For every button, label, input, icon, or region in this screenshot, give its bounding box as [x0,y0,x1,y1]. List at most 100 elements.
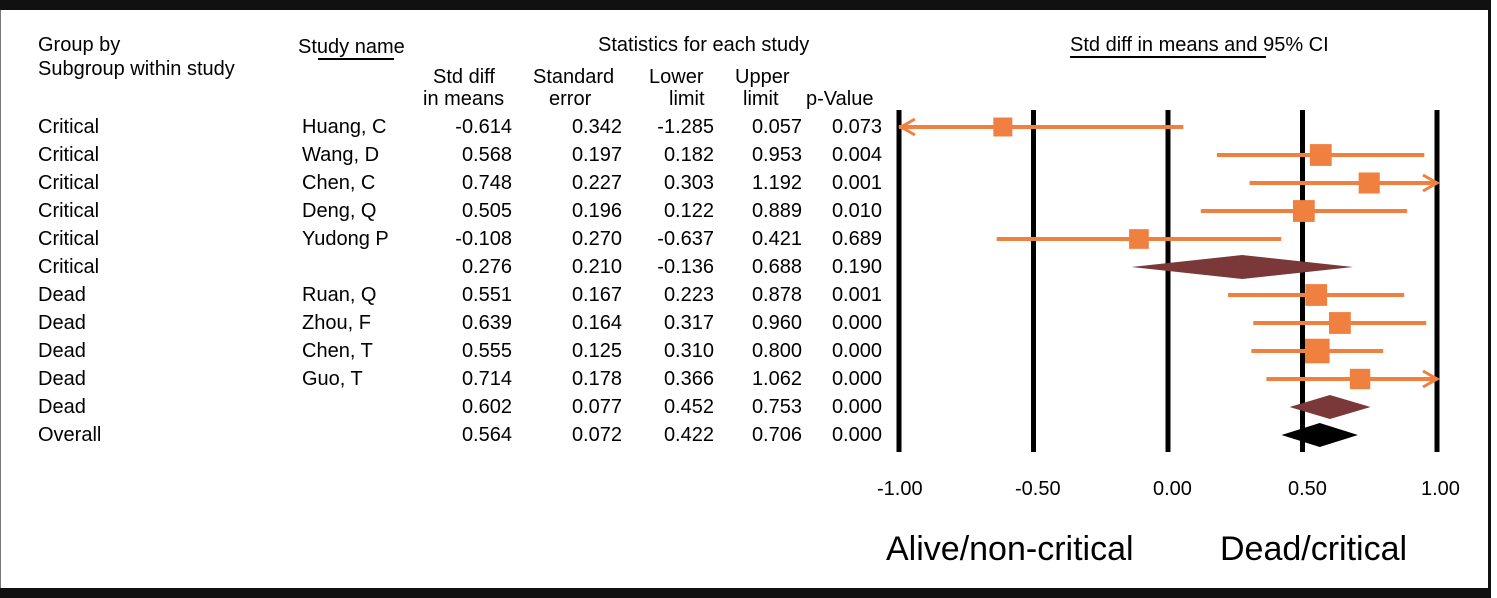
point-estimate-marker [1309,144,1332,166]
row-std-diff: 0.639 [461,312,512,334]
row-group: Critical [38,172,100,194]
row-se: 0.125 [571,340,622,362]
favours-left-label: Alive/non-critical [886,530,1134,568]
row-study: Guo, T [302,368,363,390]
row-std-diff: 0.505 [461,200,512,222]
row-upper: 0.878 [751,284,802,306]
row-upper: 0.421 [751,228,802,250]
col-lower-line1: Lower [649,66,704,88]
row-study: Chen, T [302,340,373,362]
row-upper: 0.057 [751,116,802,138]
ci-arrow-right [1422,173,1441,193]
x-tick-label: 1.00 [1421,478,1460,500]
row-se: 0.210 [571,256,622,278]
row-std-diff: 0.714 [461,368,512,390]
row-group: Dead [38,312,86,334]
row-lower: 0.303 [663,172,714,194]
row-std-diff: 0.568 [461,144,512,166]
row-upper: 0.800 [751,340,802,362]
top-border [0,0,1490,10]
row-group: Critical [38,200,100,222]
row-se: 0.197 [571,144,622,166]
header-statistics: Statistics for each study [598,34,810,56]
point-estimate-marker [1349,368,1371,390]
row-upper: 0.706 [751,424,802,446]
point-estimate-marker [1358,172,1380,194]
row-study: Huang, C [302,116,387,138]
col-se-line2: error [549,88,592,110]
row-p-value: 0.073 [831,116,882,138]
row-group: Critical [38,116,100,138]
row-group: Dead [38,396,86,418]
row-se: 0.342 [571,116,622,138]
row-study: Deng, Q [302,200,377,222]
row-std-diff: 0.602 [461,396,512,418]
favours-right-label: Dead/critical [1220,530,1408,568]
row-std-diff: 0.276 [461,256,512,278]
row-group: Overall [38,424,102,446]
row-p-value: 0.689 [831,228,882,250]
col-p-value: p-Value [806,88,874,110]
row-group: Dead [38,284,86,306]
row-study: Zhou, F [302,312,371,334]
row-se: 0.196 [571,200,622,222]
row-lower: 0.310 [663,340,714,362]
row-se: 0.164 [571,312,622,334]
left-border [0,10,1,590]
row-se: 0.178 [571,368,622,390]
row-upper: 0.753 [751,396,802,418]
row-upper: 1.062 [751,368,802,390]
row-std-diff: -0.108 [455,228,512,250]
ci-arrow-left [897,117,916,137]
row-se: 0.077 [571,396,622,418]
row-study: Chen, C [302,172,376,194]
row-p-value: 0.001 [831,172,882,194]
row-p-value: 0.001 [831,284,882,306]
row-lower: 0.366 [663,368,714,390]
row-std-diff: 0.564 [461,424,512,446]
row-se: 0.227 [571,172,622,194]
row-upper: 0.688 [751,256,802,278]
ci-arrow-right [1422,369,1441,389]
row-std-diff: 0.555 [461,340,512,362]
row-p-value: 0.000 [831,312,882,334]
row-p-value: 0.190 [831,256,882,278]
row-p-value: 0.010 [831,200,882,222]
header-study-name: Study name [298,36,405,58]
row-lower: -0.637 [657,228,714,250]
col-std-diff-line2: in means [423,88,505,110]
row-lower: 0.452 [663,396,714,418]
x-tick-label: -0.50 [1015,478,1061,500]
row-upper: 0.953 [751,144,802,166]
col-std-diff-line1: Std diff [433,66,495,88]
header-ci: Std diff in means and 95% CI [1070,34,1329,56]
col-lower-line2: limit [669,88,705,110]
x-tick-label: 0.00 [1153,478,1192,500]
row-study: Wang, D [302,144,380,166]
row-group: Critical [38,256,100,278]
row-study: Ruan, Q [302,284,377,306]
row-p-value: 0.000 [831,368,882,390]
row-upper: 0.960 [751,312,802,334]
row-group: Dead [38,340,86,362]
row-se: 0.270 [571,228,622,250]
overall-diamond [1281,423,1358,447]
row-upper: 0.889 [751,200,802,222]
point-estimate-marker [993,117,1013,137]
study-name-underline [318,58,394,60]
subgroup-diamond [1131,255,1354,279]
x-tick-label: -1.00 [877,478,923,500]
point-estimate-marker [1305,284,1328,306]
row-p-value: 0.000 [831,396,882,418]
row-se: 0.072 [571,424,622,446]
header-group-by: Group by [38,34,121,56]
row-group: Critical [38,144,100,166]
row-lower: 0.223 [663,284,714,306]
row-std-diff: 0.551 [461,284,512,306]
col-upper-line1: Upper [735,66,790,88]
row-lower: -0.136 [657,256,714,278]
row-p-value: 0.000 [831,340,882,362]
row-se: 0.167 [571,284,622,306]
